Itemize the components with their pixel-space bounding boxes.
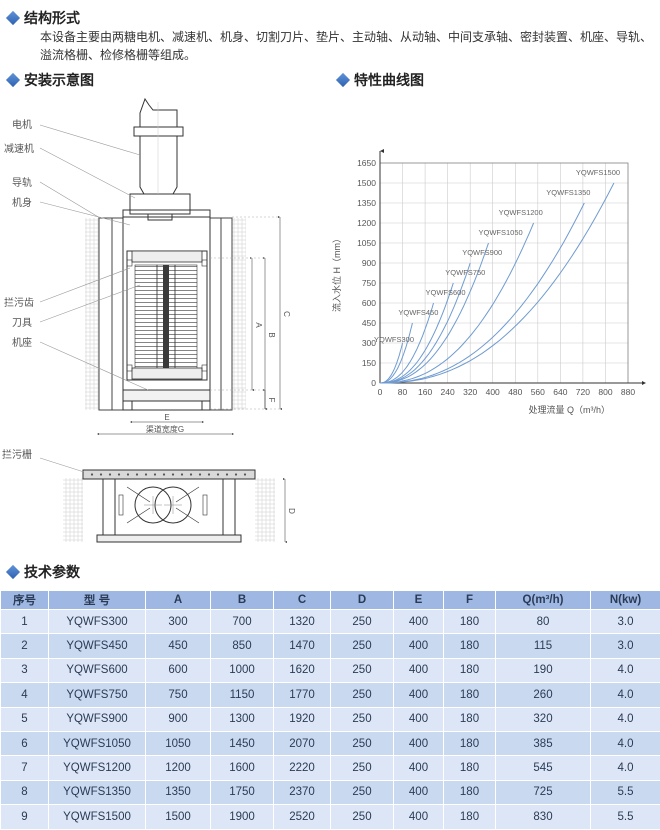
svg-text:720: 720 — [576, 387, 590, 397]
svg-text:YQWFS1500: YQWFS1500 — [576, 168, 620, 177]
svg-text:1650: 1650 — [357, 158, 376, 168]
svg-text:1500: 1500 — [357, 178, 376, 188]
svg-text:450: 450 — [362, 318, 376, 328]
svg-text:750: 750 — [362, 278, 376, 288]
svg-text:刀具: 刀具 — [12, 317, 32, 329]
svg-text:YQWFS300: YQWFS300 — [374, 335, 414, 344]
svg-text:0: 0 — [371, 378, 376, 388]
svg-text:流入水位 H（mm）: 流入水位 H（mm） — [331, 234, 342, 312]
svg-text:电机: 电机 — [12, 118, 32, 131]
svg-text:80: 80 — [398, 387, 408, 397]
svg-text:1200: 1200 — [357, 218, 376, 228]
svg-text:导轨: 导轨 — [12, 176, 32, 189]
svg-text:900: 900 — [362, 258, 376, 268]
svg-text:E: E — [164, 413, 169, 422]
svg-text:减速机: 减速机 — [4, 142, 34, 155]
svg-text:600: 600 — [362, 298, 376, 308]
svg-text:机身: 机身 — [12, 196, 32, 209]
svg-text:拦污栅: 拦污栅 — [2, 448, 32, 461]
svg-text:YQWFS450: YQWFS450 — [398, 308, 438, 317]
svg-text:D: D — [287, 508, 296, 514]
svg-text:机座: 机座 — [12, 336, 32, 349]
svg-text:YQWFS1200: YQWFS1200 — [499, 208, 543, 217]
svg-text:YQWFS750: YQWFS750 — [445, 268, 485, 277]
svg-text:150: 150 — [362, 358, 376, 368]
svg-text:YQWFS1350: YQWFS1350 — [546, 188, 590, 197]
svg-text:0: 0 — [378, 387, 383, 397]
svg-text:560: 560 — [531, 387, 545, 397]
svg-text:160: 160 — [418, 387, 432, 397]
svg-text:YQWFS600: YQWFS600 — [426, 288, 466, 297]
svg-text:480: 480 — [508, 387, 522, 397]
svg-text:800: 800 — [598, 387, 612, 397]
svg-text:B: B — [267, 332, 276, 337]
svg-text:320: 320 — [463, 387, 477, 397]
svg-text:A: A — [254, 322, 263, 328]
svg-text:1350: 1350 — [357, 198, 376, 208]
svg-text:拦污齿: 拦污齿 — [4, 296, 34, 309]
svg-text:F: F — [267, 398, 276, 403]
svg-text:YQWFS1050: YQWFS1050 — [479, 228, 523, 237]
svg-text:1050: 1050 — [357, 238, 376, 248]
svg-text:渠道宽度G: 渠道宽度G — [146, 424, 184, 434]
svg-text:处理流量 Q（m³/h）: 处理流量 Q（m³/h） — [528, 404, 610, 415]
svg-text:C: C — [282, 311, 291, 317]
svg-text:400: 400 — [486, 387, 500, 397]
svg-text:640: 640 — [553, 387, 567, 397]
svg-text:240: 240 — [441, 387, 455, 397]
svg-text:YQWFS900: YQWFS900 — [462, 248, 502, 257]
svg-text:880: 880 — [621, 387, 635, 397]
